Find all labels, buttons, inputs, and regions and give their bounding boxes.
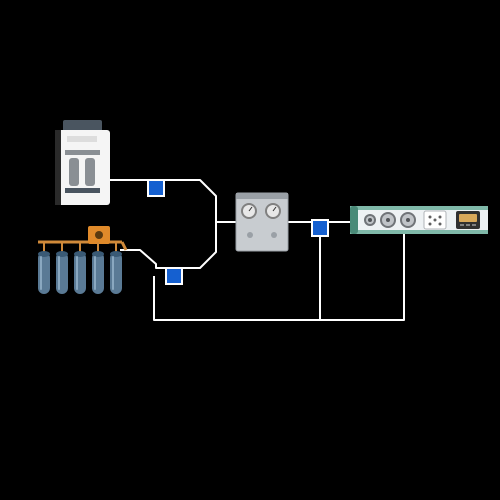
gas-cylinder <box>110 252 122 294</box>
alarm-control-box <box>236 193 288 251</box>
junction-node-1 <box>148 180 164 196</box>
gas-cylinder <box>74 252 86 294</box>
gas-cylinder <box>38 252 50 294</box>
bedhead-unit <box>350 206 488 234</box>
gas-cylinder <box>92 252 104 294</box>
junction-node-2 <box>166 268 182 284</box>
junction-node-3 <box>312 220 328 236</box>
diagram-canvas <box>0 0 500 500</box>
gas-cylinder <box>56 252 68 294</box>
oxygen-generator <box>55 120 110 205</box>
